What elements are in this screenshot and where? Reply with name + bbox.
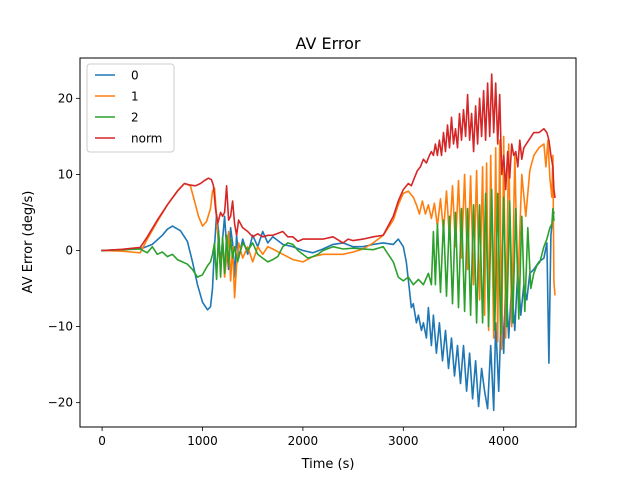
legend-label-1: 1 — [131, 90, 139, 104]
series-line-2 — [101, 188, 555, 335]
x-tick-label: 0 — [98, 434, 106, 448]
series-line-0 — [101, 211, 555, 412]
series-layer — [101, 73, 556, 412]
x-axis-ticks: 0 1000 2000 3000 4000 — [98, 427, 519, 448]
legend-label-norm: norm — [131, 132, 162, 146]
y-axis-ticks: −20 −10 0 10 20 — [48, 91, 80, 410]
x-tick-label: 3000 — [388, 434, 419, 448]
plot-frame — [79, 57, 577, 428]
y-tick-label: −10 — [48, 320, 73, 334]
x-axis-label: Time (s) — [301, 457, 355, 472]
legend-label-2: 2 — [131, 111, 139, 125]
y-tick-label: −20 — [48, 396, 73, 410]
chart-title: AV Error — [296, 34, 361, 53]
x-tick-label: 2000 — [288, 434, 319, 448]
y-axis-label: AV Error (deg/s) — [21, 191, 36, 294]
x-tick-label: 4000 — [488, 434, 519, 448]
y-tick-label: 10 — [58, 167, 73, 181]
y-tick-label: 20 — [58, 91, 73, 105]
series-line-norm — [101, 73, 556, 252]
legend-frame — [86, 63, 175, 153]
plot-area — [101, 73, 556, 412]
legend: 0 1 2 norm — [86, 63, 175, 153]
x-tick-label: 1000 — [187, 434, 218, 448]
legend-label-0: 0 — [131, 69, 139, 83]
y-tick-label: 0 — [65, 243, 73, 257]
